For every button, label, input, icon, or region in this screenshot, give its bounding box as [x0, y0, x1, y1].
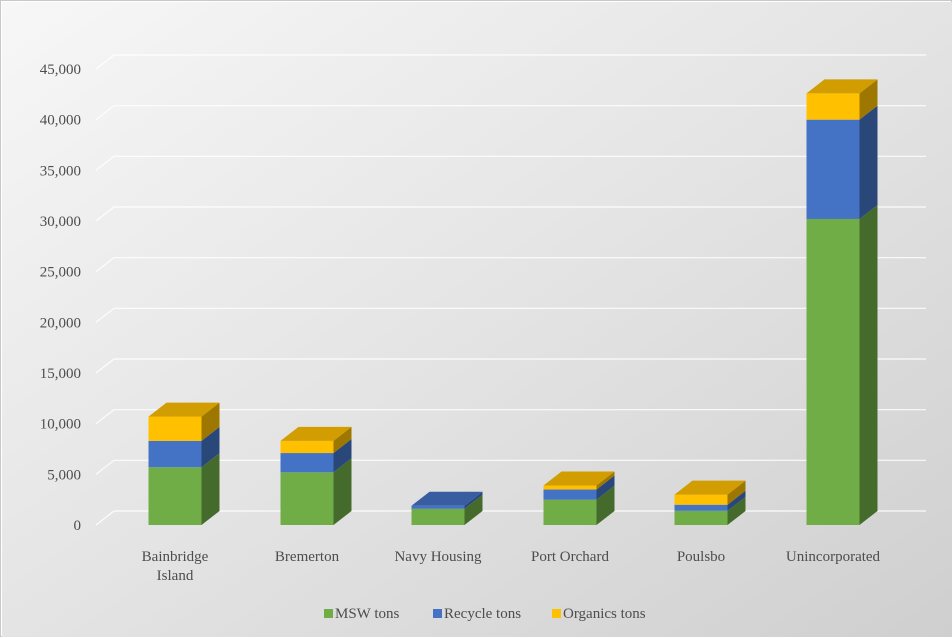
x-category-label: Bainbridge — [142, 549, 209, 565]
bar-stack — [411, 491, 483, 525]
bar-stack — [280, 426, 352, 525]
bars — [148, 79, 878, 525]
bar-segment — [280, 440, 334, 454]
bar-side — [201, 426, 220, 468]
y-tick-label: 10,000 — [40, 417, 81, 433]
bar-side — [727, 496, 746, 525]
bar-segment — [674, 494, 728, 505]
gridline — [95, 206, 926, 222]
bar-segment — [674, 510, 728, 525]
bar-side — [859, 79, 878, 120]
y-tick-label: 30,000 — [40, 214, 81, 230]
x-category-label: Port Orchard — [531, 549, 609, 565]
legend-label: Organics tons — [563, 606, 646, 622]
y-tick-label: 25,000 — [40, 265, 81, 281]
bar-segment — [148, 416, 202, 441]
x-category-label: Unincorporated — [786, 549, 881, 565]
bar-side — [333, 426, 352, 454]
gridline — [95, 257, 926, 273]
y-tick-label: 35,000 — [40, 163, 81, 179]
bar-segment — [280, 472, 334, 525]
gridline — [95, 358, 926, 374]
y-axis-tick-labels: 0 5,000 10,000 15,000 20,000 25,000 30,000 35,0… — [40, 62, 81, 534]
x-category-label: Island — [157, 568, 194, 584]
bar-side — [596, 471, 615, 490]
bar-side — [201, 453, 220, 525]
bar-side — [201, 402, 220, 441]
y-tick-label: 40,000 — [40, 113, 81, 129]
bar-segment — [806, 218, 860, 525]
bar-top — [543, 471, 615, 486]
bar-top — [411, 491, 483, 506]
legend: MSW tons Recycle tons Organics tons — [324, 606, 646, 622]
bar-segment — [411, 508, 465, 525]
gridline — [95, 105, 926, 121]
x-axis-category-labels: Bainbridge Island Bremerton Navy Housing Por… — [142, 549, 881, 584]
legend-label: Recycle tons — [444, 606, 521, 622]
y-tick-label: 15,000 — [40, 366, 81, 382]
x-category-label: Bremerton — [275, 549, 340, 565]
bar-top — [806, 79, 878, 94]
gridline — [95, 54, 926, 70]
x-category-label: Poulsbo — [677, 549, 725, 565]
bar-side — [727, 480, 746, 505]
bar-top — [280, 426, 352, 441]
y-tick-label: 20,000 — [40, 315, 81, 331]
legend-swatch — [552, 609, 561, 618]
legend-swatch — [433, 609, 442, 618]
bar-top — [148, 402, 220, 417]
bar-segment — [148, 440, 202, 468]
bar-side — [464, 494, 483, 525]
bar-top — [674, 480, 746, 495]
bar-segment — [674, 504, 728, 511]
y-tick-label: 45,000 — [40, 62, 81, 78]
gridline — [95, 409, 926, 425]
legend-label: MSW tons — [335, 606, 399, 622]
gridline — [95, 307, 926, 323]
bar-stack — [543, 471, 615, 525]
bar-side — [859, 204, 878, 525]
bar-side — [333, 458, 352, 525]
bar-segment — [543, 499, 597, 525]
bar-segment — [411, 505, 465, 509]
bar-segment — [806, 119, 860, 219]
bar-stack — [148, 402, 220, 525]
bar-segment — [148, 467, 202, 525]
bar-side — [727, 490, 746, 511]
bar-side — [859, 105, 878, 219]
gridline — [95, 155, 926, 171]
gridlines — [95, 54, 926, 526]
bar-segment — [806, 93, 860, 120]
gridline — [95, 510, 926, 526]
legend-swatch — [324, 609, 333, 618]
bar-stack — [806, 79, 878, 525]
bar-side — [596, 475, 615, 500]
bar-segment — [280, 453, 334, 473]
gridline — [95, 459, 926, 475]
bar-side — [333, 439, 352, 473]
bar-side — [464, 491, 483, 509]
bar-segment — [543, 489, 597, 500]
bar-side — [596, 485, 615, 525]
bar-stack — [674, 480, 746, 525]
x-category-label: Navy Housing — [394, 549, 482, 565]
y-tick-label: 5,000 — [47, 467, 81, 483]
y-tick-label: 0 — [74, 518, 82, 534]
bar-segment — [543, 485, 597, 490]
